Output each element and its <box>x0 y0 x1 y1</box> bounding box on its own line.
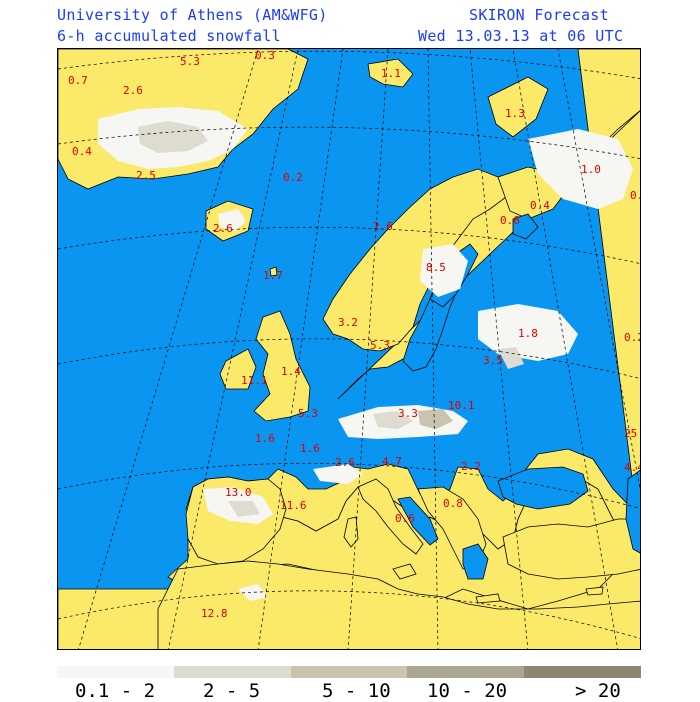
meridian-6 <box>469 49 529 649</box>
meridian-5 <box>427 49 439 649</box>
value-label: 2.2 <box>461 460 481 473</box>
value-label: 8.5 <box>426 261 446 274</box>
corsica-sardinia <box>343 516 359 548</box>
snowfall-areas <box>98 107 633 601</box>
value-label: 2.6 <box>373 220 393 233</box>
value-label: 1.6 <box>300 442 320 455</box>
value-label: 0.4 <box>72 145 92 158</box>
legend-swatch-gt-20 <box>524 666 641 678</box>
value-label: 12.8 <box>201 607 228 620</box>
meridian-1 <box>78 49 259 649</box>
snow-alps <box>313 464 363 484</box>
aegean-sea <box>462 543 489 580</box>
snow-north-africa <box>238 584 268 601</box>
value-label: 1.0 <box>581 163 601 176</box>
snow-iberia-2 <box>228 501 260 517</box>
meridian-8 <box>557 49 640 491</box>
legend-swatch-10-20 <box>407 666 524 678</box>
value-label: 4.4 <box>624 461 640 474</box>
value-label: 3.5 <box>483 354 503 367</box>
svalbard <box>367 58 414 88</box>
value-label: 1.8 <box>518 327 538 340</box>
value-label: 2.6 <box>213 222 233 235</box>
map-source-title: University of Athens (AM&WFG) <box>57 6 328 24</box>
ireland <box>219 348 257 390</box>
legend-swatch-2-5 <box>174 666 291 678</box>
legend-label-gt-20: > 20 <box>575 680 621 702</box>
scandinavia <box>322 168 507 352</box>
meridian-3 <box>257 49 344 649</box>
white-sea <box>512 213 539 240</box>
value-label: 0.6 <box>500 214 520 227</box>
value-label: 4.7 <box>382 455 402 468</box>
value-label: 11.6 <box>280 499 307 512</box>
value-label: 1.4 <box>281 365 301 378</box>
great-britain <box>253 310 311 422</box>
value-label: 0.2 <box>283 171 303 184</box>
value-label: 0.7 <box>68 74 88 87</box>
graticule <box>58 49 640 649</box>
value-label: 2.5 <box>136 169 156 182</box>
value-label: 0.8 <box>443 497 463 510</box>
faroe-islands <box>269 266 278 277</box>
value-label: 5.3 <box>370 339 390 352</box>
snow-greenland-2 <box>138 121 208 153</box>
value-label: 10.1 <box>448 399 475 412</box>
cyprus <box>585 586 604 596</box>
value-label: 1.6 <box>255 432 275 445</box>
legend-label-2-5: 2 - 5 <box>203 680 261 702</box>
value-label: 0.3 <box>255 49 275 62</box>
forecast-product-title: SKIRON Forecast <box>469 6 609 24</box>
value-label: 0.6 <box>395 512 415 525</box>
snow-russia-mid-2 <box>498 347 524 369</box>
value-label: 0.4 <box>530 199 550 212</box>
snowfall-map: 0.3 1.1 0.7 2.6 5.3 1.3 0.4 2.5 0.2 1.0 … <box>57 48 641 650</box>
value-label: 2.6 <box>123 84 143 97</box>
valid-time: Wed 13.03.13 at 06 UTC <box>418 27 624 45</box>
value-label: 5.3 <box>298 407 318 420</box>
caspian-sea <box>625 469 640 554</box>
value-label: 1.3 <box>505 107 525 120</box>
snow-russia-north <box>528 129 633 209</box>
value-label: 25 <box>624 427 638 440</box>
meridian-4 <box>347 49 389 649</box>
value-label: 13.0 <box>225 486 252 499</box>
black-sea <box>497 466 589 510</box>
italy <box>357 478 424 555</box>
parallel-30 <box>58 590 640 639</box>
variable-title: 6-h accumulated snowfall <box>57 27 281 45</box>
value-label: 5.3 <box>180 55 200 68</box>
parallel-60 <box>58 226 640 264</box>
value-label: 11.1 <box>241 374 268 387</box>
sicily <box>392 563 417 580</box>
value-label: 3.2 <box>338 316 358 329</box>
north-africa <box>157 560 640 649</box>
snow-russia-mid <box>478 304 578 361</box>
value-label: 3.3 <box>398 407 418 420</box>
meridian-2 <box>168 49 299 649</box>
crete <box>475 593 501 604</box>
snow-central-europe-3 <box>418 409 453 429</box>
novaya-zemlya <box>487 76 549 138</box>
map-canvas <box>58 49 640 649</box>
legend-label-0-1-2: 0.1 - 2 <box>75 680 156 702</box>
snow-central-europe-2 <box>373 411 413 429</box>
parallel-50 <box>58 338 640 379</box>
anatolia <box>502 518 640 580</box>
parallel-40 <box>58 462 640 509</box>
legend-label-10-20: 10 - 20 <box>427 680 508 702</box>
adriatic-sea <box>397 496 439 546</box>
value-label: 1.1 <box>381 67 401 80</box>
value-label: 1.7 <box>263 269 283 282</box>
legend-swatch-0-1-2 <box>57 666 174 678</box>
snow-iceland <box>218 209 246 231</box>
value-label: 0.2 <box>624 331 640 344</box>
legend-swatch-5-10 <box>291 666 407 678</box>
legend-label-5-10: 5 - 10 <box>322 680 391 702</box>
value-label: 0.1 <box>630 189 640 202</box>
value-label: 2.6 <box>335 456 355 469</box>
